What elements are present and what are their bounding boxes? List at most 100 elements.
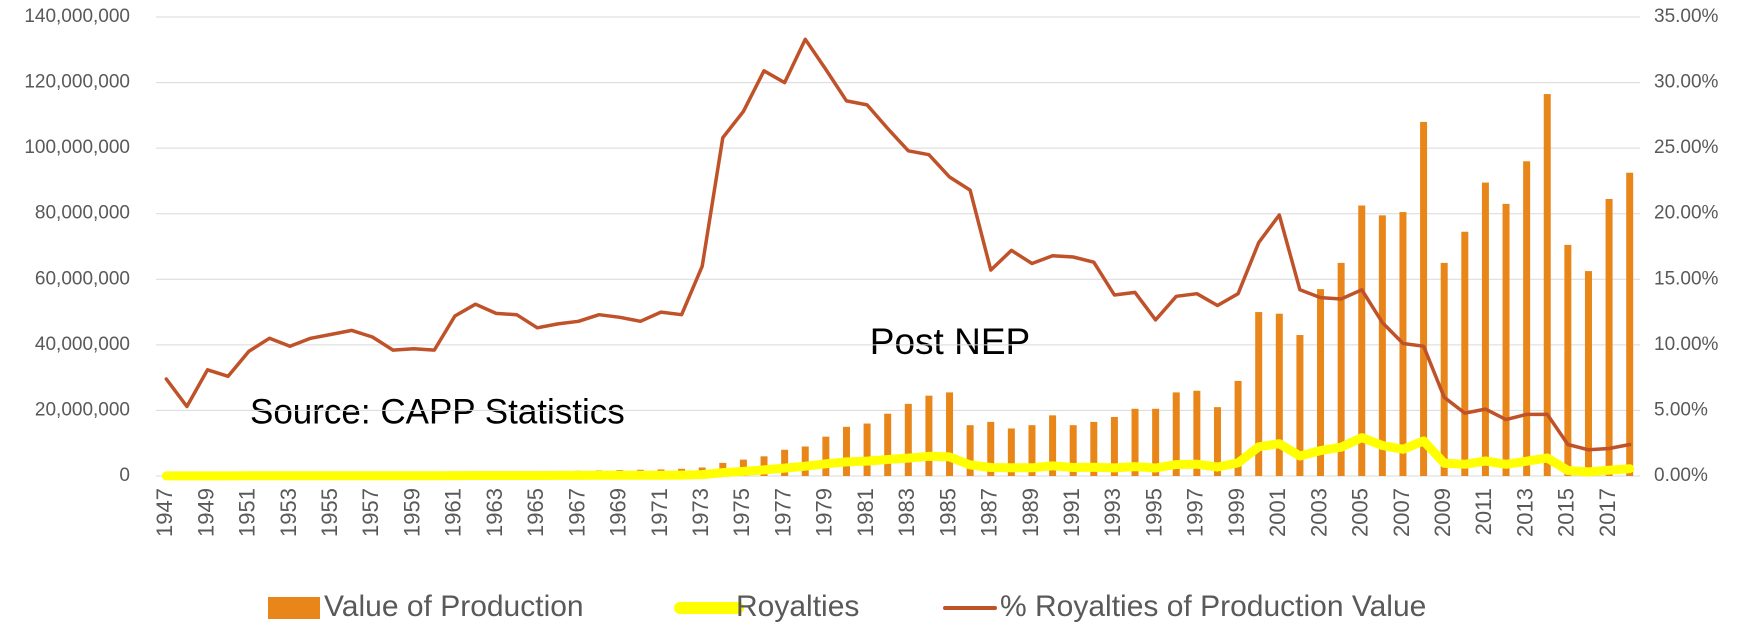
bar [1275, 313, 1283, 476]
bar [801, 446, 809, 476]
bar [1564, 244, 1572, 476]
bar [1131, 408, 1139, 476]
x-tick-label: 2005 [1348, 488, 1373, 537]
y-tick-label: 100,000,000 [24, 137, 130, 158]
bar [966, 425, 974, 476]
bar [987, 421, 995, 476]
x-tick-label: 1955 [317, 488, 342, 537]
bar [1584, 271, 1592, 476]
x-tick-label: 1965 [523, 488, 548, 537]
y-tick-label: 120,000,000 [24, 72, 130, 93]
bar [884, 413, 892, 476]
x-tick-label: 2009 [1430, 488, 1455, 537]
y-tick-label: 80,000,000 [35, 203, 130, 224]
bar [946, 392, 954, 476]
bar [1523, 161, 1531, 476]
x-tick-label: 2017 [1595, 488, 1620, 537]
x-tick-label: 1963 [482, 488, 507, 537]
y2-tick-label: 30.00% [1654, 72, 1719, 93]
y2-tick-label: 35.00% [1654, 6, 1719, 27]
bar [1440, 262, 1448, 476]
bar [781, 449, 789, 476]
x-tick-label: 1985 [935, 488, 960, 537]
x-tick-label: 1981 [853, 488, 878, 537]
y2-tick-label: 15.00% [1654, 268, 1719, 289]
bar [1420, 121, 1428, 477]
bar [1193, 390, 1201, 476]
x-tick-label: 1959 [399, 488, 424, 537]
y2-tick-label: 10.00% [1654, 334, 1719, 355]
bar [1337, 262, 1345, 476]
x-tick-label: 1979 [812, 488, 837, 537]
x-tick-label: 1997 [1183, 488, 1208, 537]
bar [1234, 380, 1242, 476]
line [161, 433, 1635, 481]
grid [156, 16, 1640, 477]
x-tick-label: 1999 [1224, 488, 1249, 537]
bar [1461, 231, 1469, 476]
bar [1152, 408, 1160, 476]
y-tick-label: 0 [119, 465, 130, 486]
x-tick-label: 1989 [1018, 488, 1043, 537]
bar [1358, 205, 1366, 476]
x-tick-label: 2001 [1265, 488, 1290, 537]
x-tick-label: 1991 [1059, 488, 1084, 537]
x-tick-label: 1995 [1141, 488, 1166, 537]
bar [1543, 94, 1551, 477]
annotation: Source: CAPP Statistics [250, 392, 625, 431]
legend-label: Royalties [736, 590, 859, 623]
bar [1605, 198, 1613, 477]
bar [1255, 312, 1263, 476]
bar [925, 395, 933, 476]
y-tick-label: 140,000,000 [24, 6, 130, 27]
x-tick-label: 2011 [1471, 488, 1496, 535]
bar [1317, 289, 1325, 476]
x-tick-label: 2015 [1554, 488, 1579, 537]
y2-tick-label: 5.00% [1654, 399, 1708, 420]
bar [1110, 416, 1118, 476]
x-tick-label: 1993 [1100, 488, 1125, 537]
bar [822, 436, 830, 476]
x-tick-label: 1951 [235, 488, 260, 537]
x-tick-label: 1961 [441, 488, 466, 537]
x-tick-label: 1983 [894, 488, 919, 537]
bar [1502, 203, 1510, 476]
x-tick-label: 1975 [729, 488, 754, 537]
x-tick-label: 1947 [152, 488, 177, 537]
bar [1069, 425, 1077, 476]
bar [1172, 392, 1180, 476]
x-tick-label: 1967 [564, 488, 589, 537]
x-tick-label: 1971 [647, 488, 672, 537]
annotation: Post NEP [870, 321, 1030, 362]
bar [904, 403, 912, 476]
y-tick-label: 40,000,000 [35, 334, 130, 355]
bar [1378, 215, 1386, 476]
bar [1090, 421, 1098, 476]
bar [1007, 428, 1015, 476]
x-tick-label: 2003 [1306, 488, 1331, 537]
bar [1296, 335, 1304, 476]
bar [1626, 172, 1634, 476]
bar [1213, 407, 1221, 476]
x-tick-label: 1957 [358, 488, 383, 537]
x-tick-label: 1969 [606, 488, 631, 537]
bar [842, 426, 850, 476]
bar [1481, 182, 1489, 476]
legend-swatch [268, 597, 320, 619]
x-tick-label: 2013 [1512, 488, 1537, 537]
x-tick-label: 1953 [276, 488, 301, 537]
x-tick-label: 1973 [688, 488, 713, 537]
y-tick-label: 20,000,000 [35, 399, 130, 420]
bar [1028, 425, 1036, 476]
x-tick-label: 2007 [1389, 488, 1414, 537]
y2-tick-label: 20.00% [1654, 203, 1719, 224]
x-tick-label: 1977 [770, 488, 795, 537]
y-tick-label: 60,000,000 [35, 268, 130, 289]
legend-label: Value of Production [324, 590, 584, 623]
y2-tick-label: 25.00% [1654, 137, 1719, 158]
y2-tick-label: 0.00% [1654, 465, 1708, 486]
bar [863, 423, 871, 476]
bar [1049, 415, 1057, 476]
line [164, 37, 1632, 452]
